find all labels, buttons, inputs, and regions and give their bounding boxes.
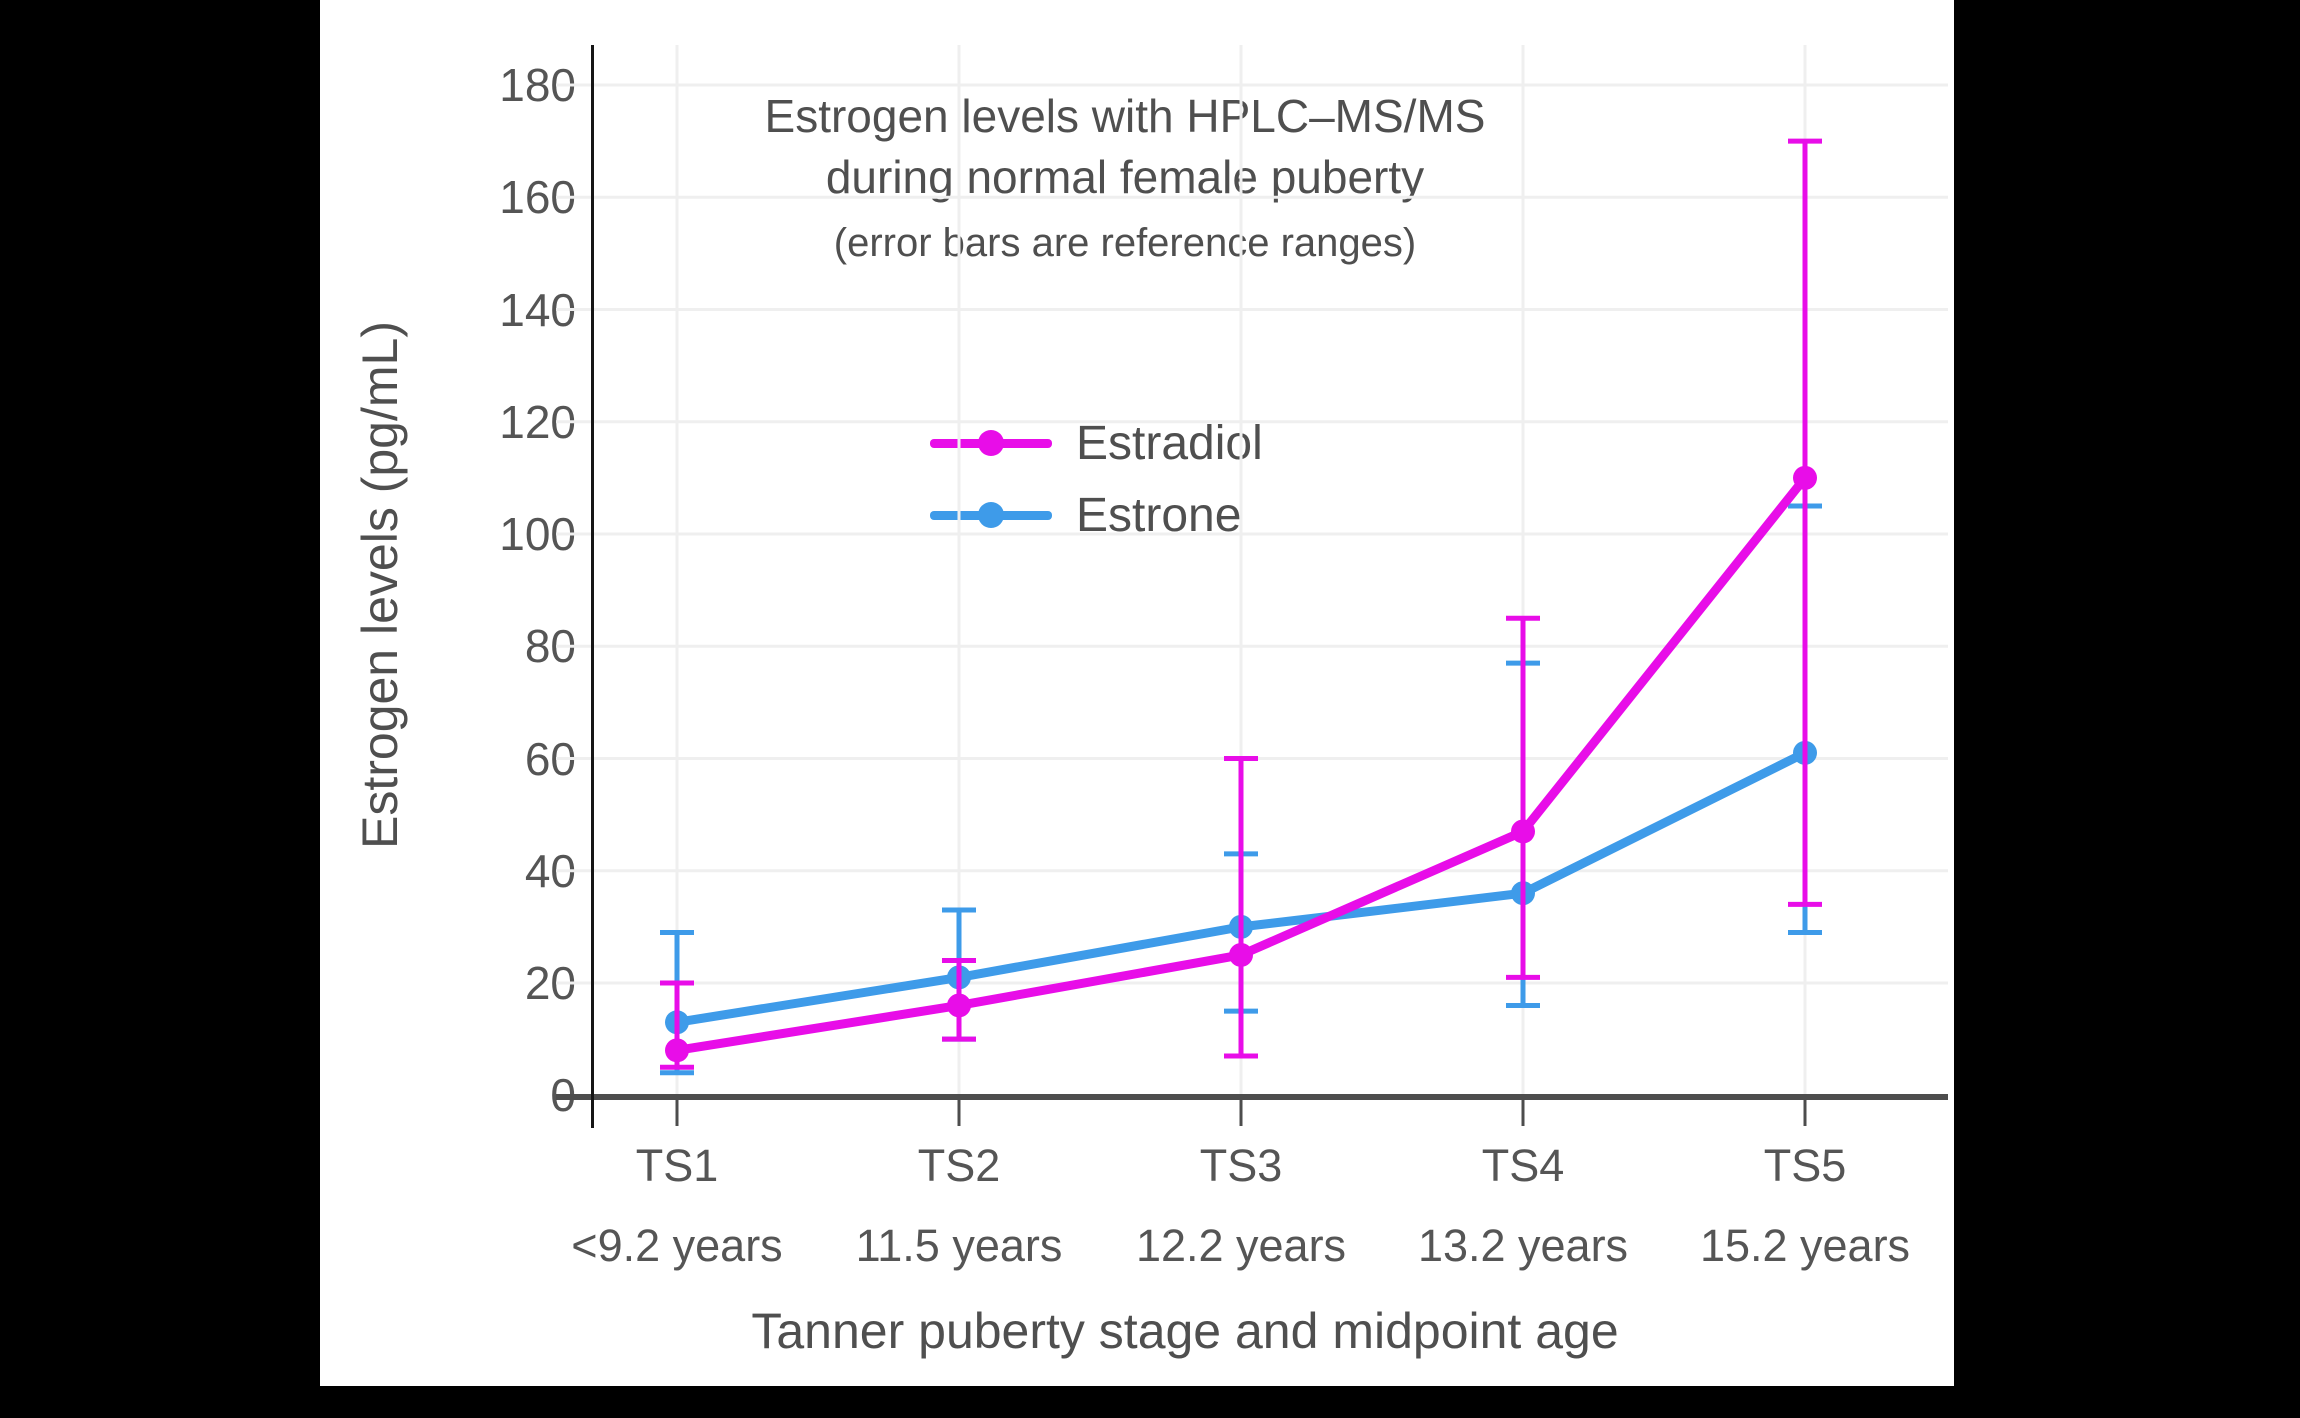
chart-card: Estrogen levels with HPLC–MS/MS during n… [320, 0, 1954, 1386]
x-age-label: 15.2 years [1699, 1220, 1911, 1271]
chart-title-line1: Estrogen levels with HPLC–MS/MS [764, 90, 1486, 142]
y-tick-label: 20 [524, 957, 576, 1009]
x-age-label: 12.2 years [1135, 1220, 1347, 1271]
y-tick-label: 140 [499, 283, 576, 336]
legend: Estradiol Estrone [930, 407, 1263, 551]
y-tick-label: 80 [524, 620, 576, 673]
y-tick-label: 160 [499, 171, 576, 224]
x-tick-label: TS5 [1763, 1140, 1847, 1191]
x-tick-label: TS3 [1199, 1140, 1283, 1191]
y-tick-label: 0 [550, 1069, 576, 1122]
y-tick-label: 180 [499, 59, 576, 111]
x-tick-label: TS4 [1481, 1140, 1565, 1191]
x-age-label: 13.2 years [1417, 1220, 1629, 1271]
legend-item-estradiol: Estradiol [930, 407, 1263, 479]
x-age-label: 11.5 years [855, 1220, 1063, 1271]
y-tick-label: 60 [524, 732, 576, 785]
legend-label-estradiol: Estradiol [1076, 416, 1263, 470]
x-axis-title: Tanner puberty stage and midpoint age [751, 1303, 1619, 1359]
x-tick-label: TS2 [917, 1140, 1001, 1191]
legend-label-estrone: Estrone [1076, 488, 1242, 542]
y-tick-label: 120 [499, 395, 576, 448]
y-tick-label: 40 [524, 844, 576, 897]
legend-dot-estrone [978, 502, 1004, 528]
legend-swatch-estradiol-icon [930, 430, 1052, 456]
x-tick-label: TS1 [635, 1140, 719, 1191]
legend-dot-estradiol [978, 430, 1004, 456]
x-age-label: <9.2 years [571, 1220, 783, 1271]
legend-swatch-estrone-icon [930, 502, 1052, 528]
chart-title-line2: during normal female puberty [825, 151, 1425, 203]
legend-item-estrone: Estrone [930, 479, 1263, 551]
y-tick-label: 100 [499, 508, 576, 560]
chart-subtitle: (error bars are reference ranges) [833, 221, 1417, 265]
